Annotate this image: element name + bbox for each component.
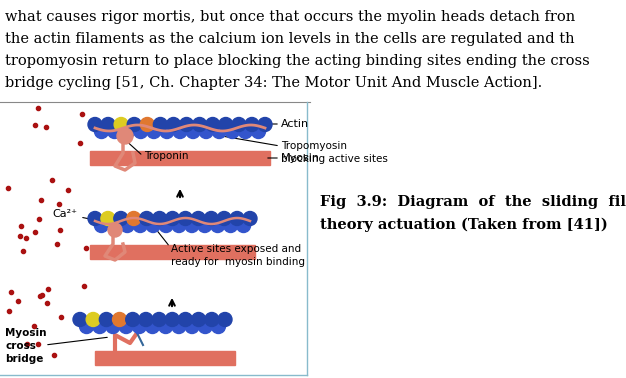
Circle shape <box>258 118 272 132</box>
Bar <box>90 151 270 165</box>
Circle shape <box>88 118 102 132</box>
Circle shape <box>114 212 128 226</box>
Text: tropomyosin return to place blocking the acting binding sites ending the cross: tropomyosin return to place blocking the… <box>5 54 590 68</box>
Circle shape <box>153 118 167 132</box>
Text: Active sites exposed and: Active sites exposed and <box>171 244 301 254</box>
Circle shape <box>245 118 259 132</box>
Circle shape <box>120 218 135 232</box>
Circle shape <box>108 124 121 138</box>
Circle shape <box>165 212 180 226</box>
Circle shape <box>101 118 115 132</box>
Circle shape <box>146 218 160 232</box>
Circle shape <box>172 319 186 333</box>
Circle shape <box>173 124 187 138</box>
Text: blocking active sites: blocking active sites <box>281 154 388 164</box>
Circle shape <box>73 313 87 327</box>
Circle shape <box>186 124 200 138</box>
Circle shape <box>132 319 146 333</box>
Circle shape <box>218 118 233 132</box>
Circle shape <box>145 319 160 333</box>
Circle shape <box>80 319 94 333</box>
Text: bridge cycling [51, Ch. Chapter 34: The Motor Unit And Muscle Action].: bridge cycling [51, Ch. Chapter 34: The … <box>5 76 542 90</box>
Text: what causes rigor mortis, but once that occurs the myolin heads detach fron: what causes rigor mortis, but once that … <box>5 10 575 24</box>
Text: Tropomyosin: Tropomyosin <box>281 141 347 151</box>
Circle shape <box>205 313 219 327</box>
Circle shape <box>86 313 100 327</box>
Circle shape <box>193 118 207 132</box>
Circle shape <box>185 218 199 232</box>
Circle shape <box>223 218 238 232</box>
Text: the actin filaments as the calcium ion levels in the cells are regulated and th: the actin filaments as the calcium ion l… <box>5 32 575 46</box>
Circle shape <box>243 212 257 226</box>
Circle shape <box>113 313 126 327</box>
Text: bridge: bridge <box>5 354 43 364</box>
Circle shape <box>218 313 232 327</box>
Circle shape <box>108 218 121 232</box>
Text: theory actuation (Taken from [41]): theory actuation (Taken from [41]) <box>320 218 608 232</box>
Circle shape <box>95 218 108 232</box>
Circle shape <box>172 218 186 232</box>
Circle shape <box>106 319 120 333</box>
Circle shape <box>165 313 179 327</box>
Circle shape <box>93 319 107 333</box>
Bar <box>90 245 255 259</box>
Circle shape <box>198 218 212 232</box>
Circle shape <box>95 124 108 138</box>
Circle shape <box>126 212 141 226</box>
Text: Actin: Actin <box>281 119 309 129</box>
Circle shape <box>252 124 265 138</box>
Circle shape <box>198 319 212 333</box>
Circle shape <box>133 218 147 232</box>
Circle shape <box>140 118 154 132</box>
Circle shape <box>101 212 115 226</box>
Circle shape <box>212 319 225 333</box>
Circle shape <box>139 313 153 327</box>
Circle shape <box>204 212 218 226</box>
Circle shape <box>237 218 250 232</box>
Circle shape <box>160 124 174 138</box>
Circle shape <box>206 118 220 132</box>
Text: Fig  3.9:  Diagram  of  the  sliding  filamen: Fig 3.9: Diagram of the sliding filamen <box>320 195 626 209</box>
Circle shape <box>159 218 173 232</box>
Circle shape <box>232 118 246 132</box>
Bar <box>95 351 235 365</box>
Circle shape <box>212 124 226 138</box>
Circle shape <box>114 118 128 132</box>
Circle shape <box>117 128 133 144</box>
Circle shape <box>192 313 205 327</box>
Circle shape <box>211 218 225 232</box>
Circle shape <box>121 124 135 138</box>
Text: Troponin: Troponin <box>144 151 188 161</box>
Circle shape <box>217 212 231 226</box>
Text: Ca²⁺: Ca²⁺ <box>52 209 77 219</box>
Text: cross: cross <box>5 341 36 351</box>
Circle shape <box>126 313 140 327</box>
Circle shape <box>147 124 161 138</box>
Circle shape <box>119 319 133 333</box>
Circle shape <box>239 124 252 138</box>
Circle shape <box>140 212 153 226</box>
Circle shape <box>88 212 102 226</box>
Circle shape <box>230 212 244 226</box>
Circle shape <box>178 212 192 226</box>
Circle shape <box>199 124 213 138</box>
Circle shape <box>100 313 113 327</box>
Circle shape <box>225 124 239 138</box>
Circle shape <box>158 319 173 333</box>
Circle shape <box>167 118 180 132</box>
Circle shape <box>127 118 141 132</box>
Circle shape <box>108 223 122 237</box>
Text: ready for  myosin binding: ready for myosin binding <box>171 257 305 267</box>
Text: Myosin: Myosin <box>5 328 46 338</box>
Text: Myosin: Myosin <box>281 153 320 163</box>
Circle shape <box>185 319 199 333</box>
Circle shape <box>152 313 166 327</box>
Circle shape <box>192 212 205 226</box>
Circle shape <box>153 212 167 226</box>
Circle shape <box>180 118 193 132</box>
Circle shape <box>134 124 148 138</box>
Circle shape <box>178 313 192 327</box>
